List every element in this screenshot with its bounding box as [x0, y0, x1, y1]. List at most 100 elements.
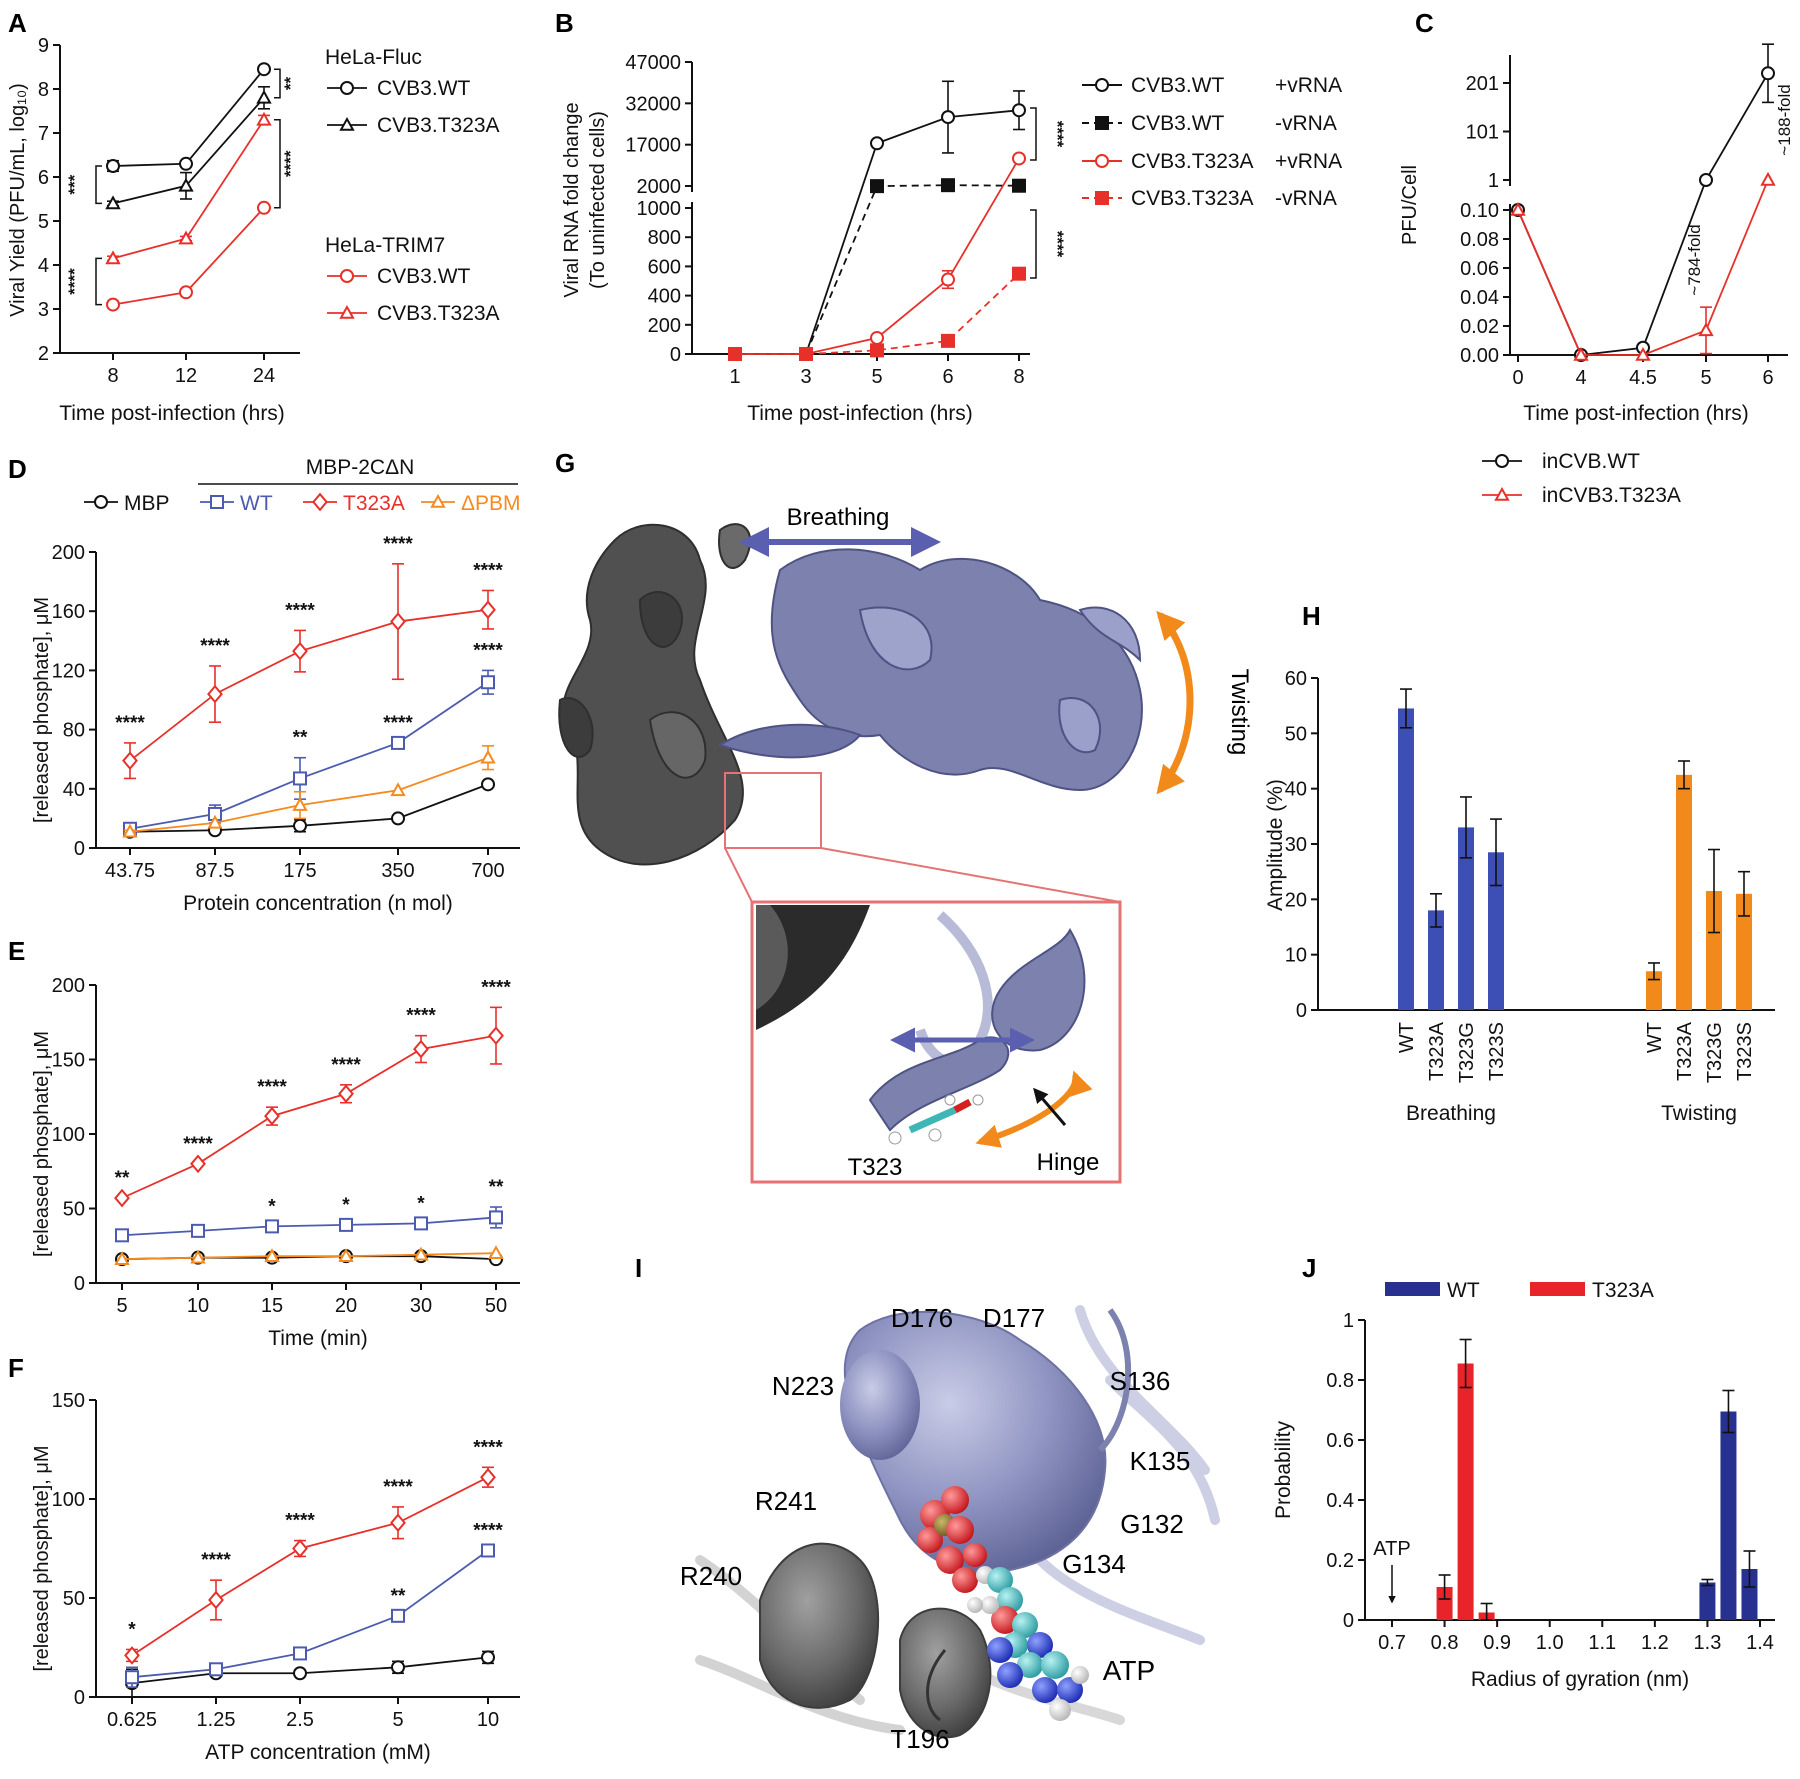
- series-line-2: [121, 1034, 497, 1199]
- legend-label: CVB3.WT: [377, 77, 471, 100]
- bar: [1436, 1587, 1453, 1620]
- data-point: [941, 333, 955, 348]
- data-point: [1012, 266, 1026, 281]
- x-tick-label: WT: [1644, 1022, 1666, 1053]
- significance-label: ***: [65, 174, 84, 194]
- significance-bracket: [274, 119, 281, 209]
- significance-label: ****: [473, 1437, 503, 1458]
- y-tick-label: 1: [1488, 170, 1499, 192]
- chart-e: 0 50 100 150 200 5 10 15 20 30 50 Time (min) [releas…: [31, 975, 520, 1350]
- legend-label: CVB3.WT: [1131, 112, 1225, 135]
- residue-label-k135: K135: [1130, 1446, 1191, 1476]
- bar: [1706, 891, 1722, 1010]
- legend-marker: [339, 304, 355, 319]
- y-tick-label: 0: [1296, 1000, 1307, 1022]
- inset-twisting-arrow: [975, 1070, 1093, 1148]
- significance-bracket: [95, 165, 102, 205]
- x-tick-label: 43.75: [105, 860, 155, 882]
- y-axis-title: [released phosphate], μM: [31, 597, 53, 823]
- data-point: [178, 230, 194, 245]
- t323-residue: [888, 1094, 984, 1145]
- data-point: [1699, 173, 1713, 187]
- legend-label-condition: -vRNA: [1275, 112, 1337, 135]
- bar: [1720, 1411, 1737, 1620]
- panel-label-c: C: [1415, 8, 1434, 38]
- panel-label-i: I: [635, 1253, 642, 1283]
- protein-light-domain: [717, 548, 1143, 792]
- data-point: [292, 1539, 308, 1558]
- x-tick-label: 6: [942, 366, 953, 388]
- y-tick-label: 0.02: [1460, 316, 1499, 338]
- twisting-arrow: [1156, 610, 1194, 795]
- residue-label-d176: D176: [891, 1303, 953, 1333]
- x-tick-label: 10: [187, 1295, 209, 1317]
- data-point: [941, 272, 955, 287]
- legend-marker: [1494, 486, 1510, 501]
- data-point: [208, 1590, 224, 1610]
- x-tick-label: 1: [729, 366, 740, 388]
- x-axis-title: Time post-infection (hrs): [747, 402, 973, 425]
- x-tick-label: 0.625: [107, 1709, 157, 1731]
- series-line-1: [121, 1216, 497, 1237]
- legend-marker: [340, 81, 354, 95]
- data-point: [480, 600, 496, 620]
- legend-swatch: [1385, 1282, 1440, 1296]
- significance-label: ****: [473, 560, 503, 581]
- x-tick-label: 1.0: [1536, 1632, 1564, 1654]
- data-point: [125, 1670, 139, 1685]
- series-line-3: [129, 756, 489, 833]
- significance-label: ****: [383, 713, 413, 734]
- x-tick-label: 5: [116, 1295, 127, 1317]
- residue-label-r240: R240: [680, 1561, 742, 1591]
- x-tick-label: 0.7: [1378, 1632, 1406, 1654]
- data-point: [106, 159, 120, 173]
- pocket-surface-gray-1: [759, 1542, 880, 1709]
- panel-label-h: H: [1302, 601, 1321, 631]
- data-point: [870, 330, 884, 345]
- data-point: [1698, 322, 1714, 337]
- bar: [1488, 852, 1504, 1010]
- x-tick-label: 87.5: [196, 860, 235, 882]
- y-axis-title: Viral Yield (PFU/mL, log₁₀): [7, 83, 29, 317]
- y-tick-label: 200: [52, 975, 85, 997]
- x-tick-label: 2.5: [286, 1709, 314, 1731]
- bar: [1428, 910, 1444, 1010]
- x-tick-label: 175: [283, 860, 316, 882]
- y-tick-label: 150: [52, 1390, 85, 1412]
- x-tick-label: 1.25: [197, 1709, 236, 1731]
- x-tick-label: 700: [471, 860, 504, 882]
- significance-bracket: [1030, 209, 1037, 279]
- y-tick-label: 30: [1285, 834, 1307, 856]
- series-line-2: [131, 1476, 489, 1657]
- data-point: [413, 1039, 429, 1059]
- panel-label-e: E: [8, 936, 25, 966]
- x-tick-label: T323S: [1734, 1022, 1756, 1081]
- x-tick-label: 15: [261, 1295, 283, 1317]
- x-tick-label: 6: [1762, 367, 1773, 389]
- twisting-label: Twisting: [1226, 669, 1253, 756]
- x-tick-label: 4.5: [1629, 367, 1657, 389]
- series-line-0: [129, 783, 489, 833]
- y-tick-label: 400: [648, 286, 681, 308]
- structure-g: Breathing Twisting Hinge T32: [558, 504, 1253, 1184]
- series-line-0: [131, 1656, 489, 1685]
- y-tick-label: 2: [38, 343, 49, 365]
- t323-label: T323: [848, 1154, 903, 1181]
- y-axis-title: Viral RNA fold change: [561, 102, 583, 297]
- y-tick-label: 600: [648, 256, 681, 278]
- bar: [1646, 971, 1662, 1010]
- legend-marker: [1495, 454, 1509, 468]
- y-tick-label: 10: [1285, 945, 1307, 967]
- legend-marker: [210, 495, 224, 509]
- x-tick-label: 1.2: [1641, 1632, 1669, 1654]
- series-line-1: [129, 681, 489, 830]
- legend-label: MBP: [124, 492, 170, 515]
- y-tick-label: 0.4: [1326, 1490, 1354, 1512]
- legend-label: WT: [240, 492, 273, 515]
- y-axis-title: [released phosphate], μM: [31, 1031, 53, 1257]
- y-tick-label: 0.8: [1326, 1370, 1354, 1392]
- y-axis-title: PFU/Cell: [1399, 165, 1421, 245]
- data-point: [480, 1467, 496, 1487]
- x-tick-label: WT: [1396, 1022, 1418, 1053]
